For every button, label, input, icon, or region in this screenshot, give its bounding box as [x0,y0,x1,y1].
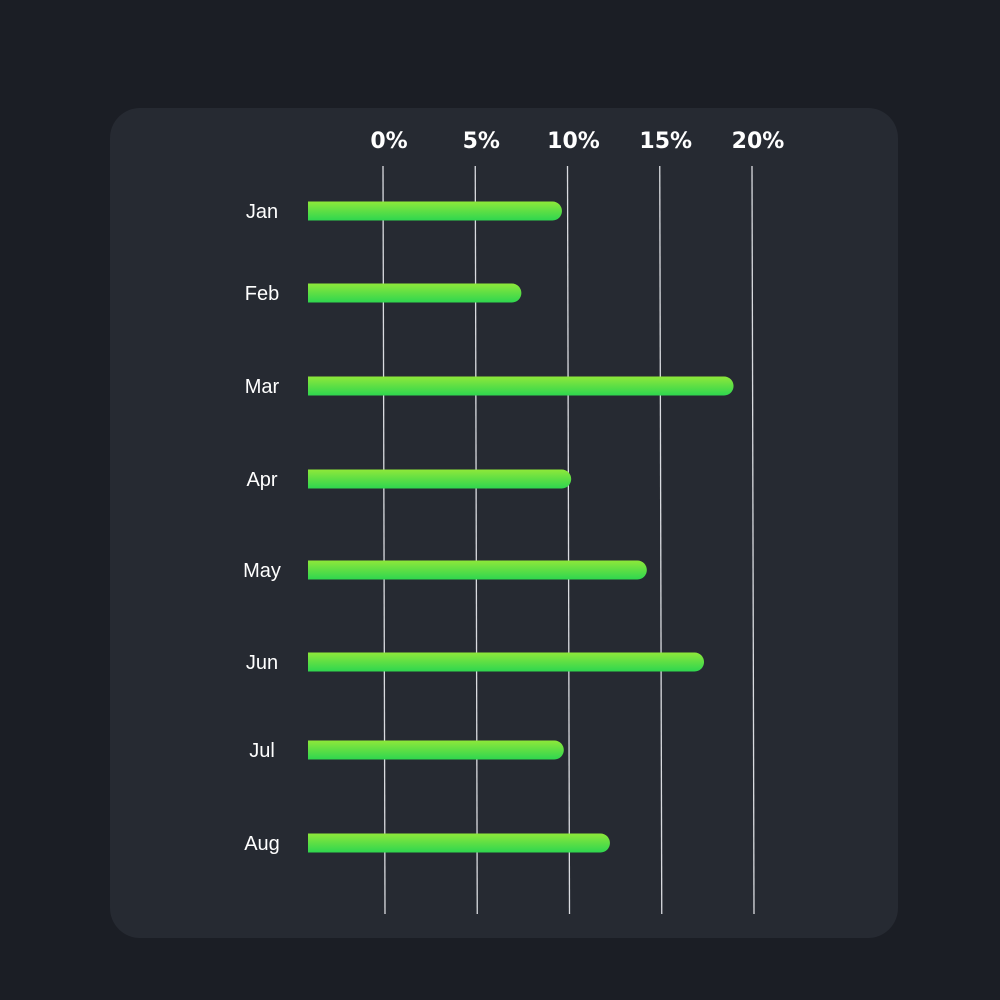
chart-card [110,108,898,938]
bar-aug [308,833,610,853]
category-label: Jul [249,740,275,762]
gridline [751,165,755,915]
x-tick-label: 10% [547,129,600,154]
gridline [382,165,386,915]
bar-jul [308,740,564,760]
category-labels: Jan Feb Mar Apr May Jun Jul Aug [243,201,281,855]
x-tick-label: 20% [732,129,785,154]
x-tick-label: 5% [463,129,500,154]
category-label: Aug [244,833,280,855]
x-tick-label: 0% [370,129,407,154]
bars [308,201,734,853]
x-tick-label: 15% [639,129,692,154]
category-label: Feb [245,283,279,305]
gridlines [382,165,755,915]
bar-jun [308,652,705,672]
category-label: Apr [246,469,277,491]
gridline [659,165,663,915]
bar-jan [308,201,562,221]
bar-feb [308,283,522,303]
x-axis-ticks: 0% 5% 10% 15% 20% [370,129,784,154]
category-label: Jan [246,201,278,223]
bar-mar [308,376,734,396]
bar-apr [308,469,572,489]
gridline [566,165,571,915]
category-label: May [243,560,281,582]
gridline [474,165,478,915]
bar-may [308,560,647,580]
category-label: Jun [246,652,278,674]
category-label: Mar [245,376,280,398]
